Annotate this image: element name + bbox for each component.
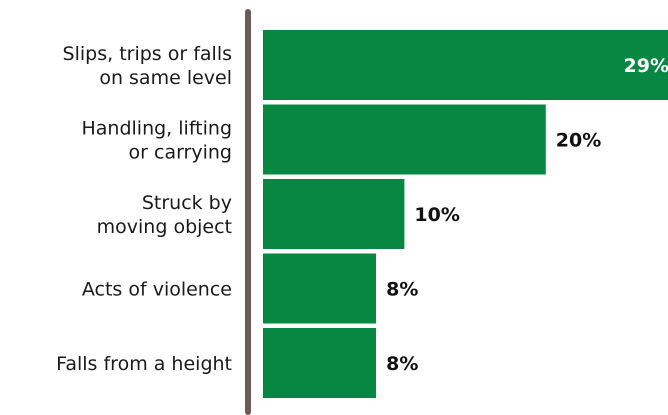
category-label: Slips, trips or falls on same level bbox=[63, 43, 232, 89]
category-label-line: Acts of violence bbox=[82, 279, 232, 301]
category-label-line: or carrying bbox=[129, 142, 232, 164]
category-label-line: Falls from a height bbox=[56, 353, 232, 375]
data-label: 8% bbox=[386, 353, 418, 375]
category-label: Handling, lifting or carrying bbox=[81, 118, 232, 164]
category-label: Acts of violence bbox=[82, 279, 232, 301]
bar bbox=[263, 328, 377, 398]
data-label: 29% bbox=[624, 55, 668, 77]
category-label: Falls from a height bbox=[56, 353, 232, 375]
data-label: 8% bbox=[386, 279, 418, 301]
bar bbox=[263, 104, 546, 175]
bar bbox=[263, 30, 668, 100]
bars-group: 29% Slips, trips or falls on same level 20%… bbox=[56, 30, 668, 398]
category-label: Struck by moving object bbox=[97, 192, 232, 238]
category-label-line: Slips, trips or falls bbox=[63, 43, 232, 65]
category-label-line: moving object bbox=[97, 216, 232, 238]
bar bbox=[263, 179, 405, 249]
category-label-line: Handling, lifting bbox=[81, 118, 232, 140]
bar bbox=[263, 253, 377, 324]
data-label: 10% bbox=[414, 204, 459, 226]
data-label: 20% bbox=[556, 130, 601, 152]
category-label-line: on same level bbox=[99, 67, 232, 89]
category-label-line: Struck by bbox=[142, 192, 232, 214]
